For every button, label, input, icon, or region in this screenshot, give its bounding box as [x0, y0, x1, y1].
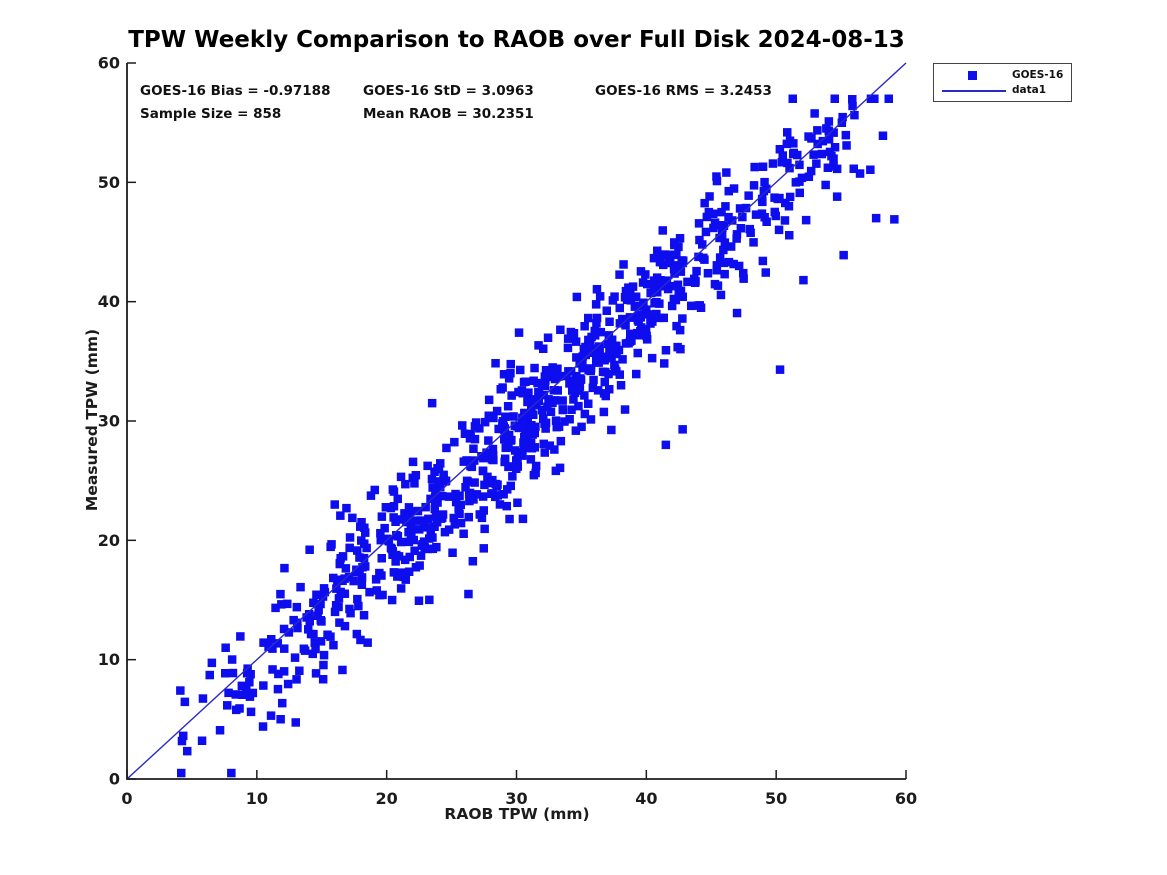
svg-text:10: 10: [246, 789, 268, 808]
svg-text:50: 50: [765, 789, 787, 808]
legend: GOES-16 data1: [933, 63, 1072, 102]
svg-text:40: 40: [635, 789, 657, 808]
stat-bias-text: GOES-16 Bias = -0.97188: [140, 83, 331, 99]
chart-title: TPW Weekly Comparison to RAOB over Full …: [128, 27, 905, 53]
stat-std-text: GOES-16 StD = 3.0963: [363, 83, 534, 99]
svg-text:60: 60: [895, 789, 917, 808]
goes16-scatter-series: [176, 94, 899, 778]
axis-ticks: [126, 62, 907, 780]
identity-line: [126, 62, 907, 780]
svg-text:10: 10: [98, 650, 120, 669]
legend-marker-label: GOES-16: [1012, 69, 1064, 81]
stat-rms-text: GOES-16 RMS = 3.2453: [595, 83, 772, 99]
stat-sample-size-text: Sample Size = 858: [140, 106, 282, 122]
svg-text:50: 50: [98, 173, 120, 192]
legend-line-label: data1: [1012, 84, 1047, 96]
x-tick-labels: 0 10 20 30 40 50 60: [121, 789, 917, 808]
legend-line-icon: [942, 90, 1006, 92]
svg-text:20: 20: [98, 531, 120, 550]
legend-marker-icon: [968, 71, 977, 80]
svg-text:0: 0: [121, 789, 132, 808]
svg-text:30: 30: [98, 412, 120, 431]
stat-mean-raob-text: Mean RAOB = 30.2351: [363, 106, 534, 122]
svg-text:0: 0: [109, 770, 120, 789]
x-axis-label: RAOB TPW (mm): [444, 805, 590, 823]
y-tick-labels: 0 10 20 30 40 50 60: [98, 54, 120, 789]
svg-text:20: 20: [376, 789, 398, 808]
svg-text:30: 30: [505, 789, 527, 808]
y-axis-label: Measured TPW (mm): [83, 328, 101, 512]
svg-text:40: 40: [98, 292, 120, 311]
svg-text:60: 60: [98, 54, 120, 73]
